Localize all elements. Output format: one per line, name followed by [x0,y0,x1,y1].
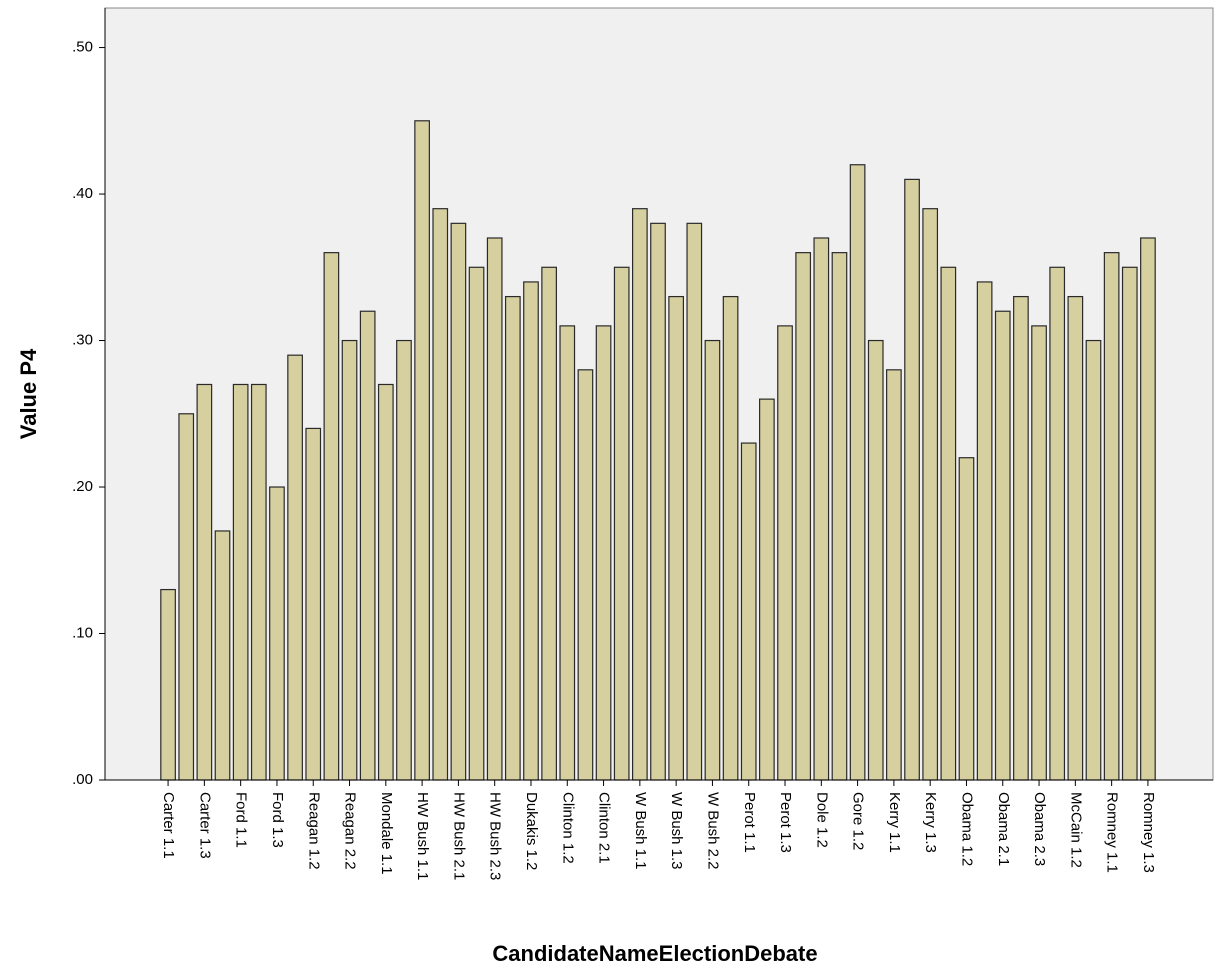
bar [704,339,721,781]
bar [377,383,394,781]
bar [214,530,231,781]
bar [958,457,975,781]
x-tick-label: Ford 1.3 [269,792,286,848]
bar [250,383,267,781]
bar [287,354,303,781]
bar [759,398,775,781]
x-axis-title: CandidateNameElectionDebate [492,941,817,966]
bar [414,120,430,781]
x-tick-label: Mondale 1.1 [378,792,395,875]
bar [976,281,993,781]
bar [904,178,920,781]
bar [504,295,521,781]
bar [668,295,685,781]
y-tick-label: .00 [72,771,93,788]
bar [486,237,503,781]
bar [922,208,939,781]
bar [577,369,594,781]
bar [849,164,866,781]
y-tick-label: .30 [72,332,93,349]
x-tick-label: Gore 1.2 [850,792,867,850]
bar [160,588,176,781]
bar [359,310,376,781]
bar [1085,339,1102,781]
bar [541,266,557,781]
x-tick-label: Obama 2.3 [1031,792,1048,866]
bar [1013,295,1029,781]
x-tick-label: Romney 1.3 [1140,792,1157,873]
bar [559,325,576,781]
bar [595,325,612,781]
x-tick-label: W Bush 1.1 [632,792,649,870]
bar [1049,266,1066,781]
x-tick-label: Carter 1.1 [160,792,177,859]
x-tick-label: Reagan 1.2 [305,792,322,870]
bar [1121,266,1138,781]
bar [523,281,539,781]
x-tick-label: Clinton 2.1 [596,792,613,864]
y-tick-label: .20 [72,478,93,495]
x-tick-label: W Bush 1.3 [668,792,685,870]
bar [631,208,648,781]
x-tick-label: Obama 2.1 [995,792,1012,866]
x-tick-label: Carter 1.3 [196,792,213,859]
x-tick-label: Clinton 1.2 [559,792,576,864]
bar [468,266,485,781]
bar [722,295,739,781]
x-tick-label: Perot 1.1 [741,792,758,853]
x-tick-label: Obama 1.2 [959,792,976,866]
bar [396,339,412,781]
bar [777,325,793,781]
x-tick-label: HW Bush 2.3 [487,792,504,880]
bar [795,252,812,781]
x-tick-label: W Bush 2.2 [704,792,721,870]
x-tick-label: McCain 1.2 [1067,792,1084,868]
x-tick-label: Ford 1.1 [233,792,250,848]
x-tick-label: Dole 1.2 [813,792,830,848]
bar [196,383,213,781]
bar [341,339,358,781]
bar [686,222,703,781]
bar [323,252,340,781]
bar [740,442,757,781]
x-tick-label: Kerry 1.1 [886,792,903,853]
bar [1140,237,1156,781]
bar [886,369,902,781]
x-tick-label: HW Bush 2.1 [450,792,467,880]
x-tick-label: Kerry 1.3 [922,792,939,853]
bar [1031,325,1047,781]
bar [432,208,449,781]
bar [305,427,322,781]
y-tick-label: .40 [72,185,93,202]
bar [178,413,195,781]
bar [813,237,830,781]
x-tick-label: Dukakis 1.2 [523,792,540,870]
bar [831,252,848,781]
bar [940,266,957,781]
y-axis-title: Value P4 [16,348,41,439]
bar [269,486,285,781]
x-tick-label: HW Bush 1.1 [414,792,431,880]
bar [450,222,467,781]
bar [1103,252,1120,781]
bar [232,383,249,781]
bar [613,266,630,781]
y-tick-label: .50 [72,39,93,56]
x-tick-label: Reagan 2.2 [342,792,359,870]
x-tick-label: Romney 1.1 [1104,792,1121,873]
bar [867,339,884,781]
y-tick-label: .10 [72,624,93,641]
bar [994,310,1011,781]
bar [1067,295,1084,781]
bar [650,222,666,781]
x-tick-label: Perot 1.3 [777,792,794,853]
